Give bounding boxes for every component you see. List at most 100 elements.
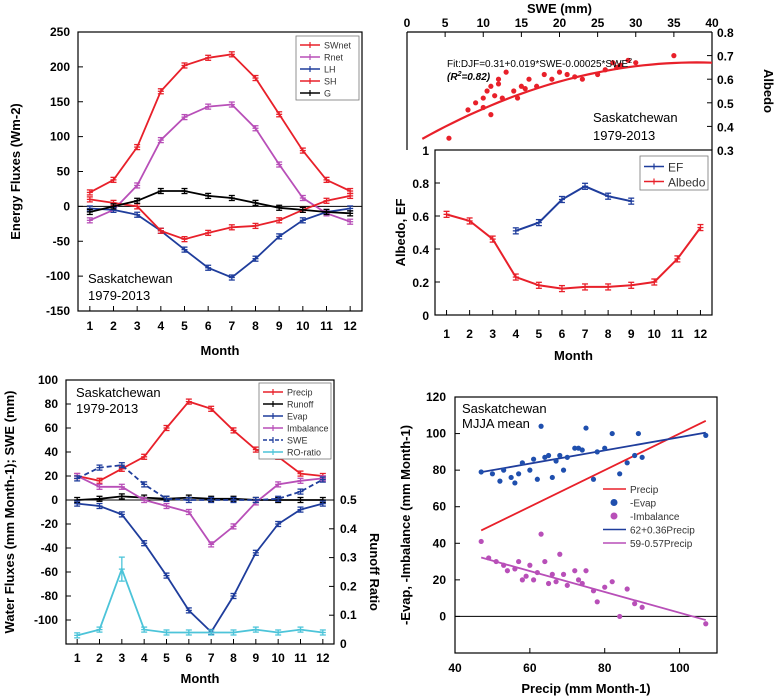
data-point <box>275 629 282 636</box>
data-point <box>560 467 567 473</box>
data-point <box>625 57 631 63</box>
data-point <box>590 588 597 594</box>
data-point <box>297 626 304 633</box>
fit-equation-sup: 2 <box>628 58 632 65</box>
data-point <box>674 255 681 263</box>
legend-label: Evap <box>287 412 308 422</box>
data-point <box>617 471 623 477</box>
y2-tick-label: 0.5 <box>340 493 357 507</box>
x-tick-label: 3 <box>118 651 125 665</box>
x-tick-label: 4 <box>141 651 148 665</box>
legend-item-albedo: Albedo <box>644 176 706 190</box>
y2-tick-label: 0 <box>340 637 347 651</box>
legend-label: Imbalance <box>287 424 329 434</box>
y-axis-label: -Evap, -Imbalance (mm Month-1) <box>398 425 413 625</box>
data-point <box>252 222 259 230</box>
data-point <box>582 182 589 190</box>
data-point <box>74 500 81 507</box>
series-lh <box>86 205 354 281</box>
location-label: Saskatchewan <box>76 385 161 400</box>
r2-label: (R2=0.82) <box>447 71 491 83</box>
data-point <box>609 430 615 437</box>
data-point <box>486 555 492 561</box>
data-point <box>275 520 282 528</box>
y-tick-label: 40 <box>433 536 447 550</box>
data-point <box>252 496 259 504</box>
data-point <box>499 95 505 101</box>
legend-item-g: G <box>300 89 331 99</box>
data-point <box>579 580 585 587</box>
data-point <box>86 196 93 203</box>
data-point <box>205 264 212 271</box>
data-point <box>527 562 533 568</box>
data-point <box>96 464 103 471</box>
data-point <box>319 500 326 507</box>
series-swe <box>74 462 326 504</box>
y-tick-label: 40 <box>45 445 59 459</box>
data-point <box>572 74 578 80</box>
x-tick-label: 0 <box>404 16 411 30</box>
series-line <box>89 53 351 194</box>
y-tick-label: 0.4 <box>717 120 734 134</box>
x-tick-label: 7 <box>582 327 589 341</box>
data-point <box>86 208 93 216</box>
legend-label: -Evap <box>630 499 657 510</box>
data-point <box>141 453 148 460</box>
data-point <box>651 278 658 286</box>
x-tick-label: 10 <box>296 319 310 333</box>
data-point <box>323 176 330 184</box>
legend-label: SWnet <box>324 41 352 51</box>
series-ro-ratio <box>74 556 326 639</box>
legend-label: EF <box>668 161 683 175</box>
legend-label: 59-0.57Precip <box>630 539 693 550</box>
x-tick-label: 12 <box>316 651 330 665</box>
data-point <box>489 471 496 477</box>
data-point <box>495 81 502 87</box>
data-point <box>185 496 192 504</box>
data-point <box>205 229 212 237</box>
legend-item-evap-fit: 62+0.36Precip <box>603 526 695 537</box>
data-point <box>572 445 578 451</box>
data-point <box>96 483 103 490</box>
data-point <box>134 211 141 218</box>
period-label: 1979-2013 <box>593 128 655 143</box>
x-tick-label: 10 <box>477 16 491 30</box>
legend-label: Precip <box>630 485 659 496</box>
y-tick-label: 60 <box>45 421 59 435</box>
legend: Precip Runoff Evap Imbalance SWE RO-ratio <box>258 382 332 460</box>
data-point <box>181 187 188 195</box>
plot-frame <box>454 396 718 654</box>
data-point <box>141 481 148 488</box>
data-point <box>141 626 148 633</box>
line-62-0-36precip <box>481 431 706 474</box>
data-point <box>511 88 517 94</box>
data-point <box>185 629 192 636</box>
data-point <box>230 592 237 600</box>
data-point <box>347 192 354 200</box>
data-point <box>526 76 532 82</box>
period-label: 1979-2013 <box>76 401 138 416</box>
legend-label: Rnet <box>324 53 344 63</box>
y2-tick-label: 0.2 <box>340 579 357 593</box>
data-point <box>605 283 612 291</box>
x-axis-label: Precip (mm Month-1) <box>521 681 650 696</box>
data-point <box>276 217 283 224</box>
data-point <box>275 481 282 488</box>
legend-label: LH <box>324 65 336 75</box>
series-line <box>76 464 324 501</box>
y2-axis-label: Runoff Ratio <box>367 533 382 611</box>
y-tick-label: 200 <box>50 60 70 74</box>
data-point <box>512 566 518 572</box>
data-point <box>118 493 125 500</box>
x-axis-label: Month <box>181 671 220 686</box>
data-point <box>297 477 304 484</box>
data-point <box>134 182 141 189</box>
x-tick-label: 11 <box>294 651 307 665</box>
data-point <box>549 76 555 82</box>
y-tick-label: -20 <box>41 517 59 531</box>
legend-item-ro-ratio: RO-ratio <box>263 448 321 458</box>
x-tick-label: 4 <box>157 319 164 333</box>
x-tick-label: 6 <box>559 327 566 341</box>
data-point <box>163 572 170 579</box>
